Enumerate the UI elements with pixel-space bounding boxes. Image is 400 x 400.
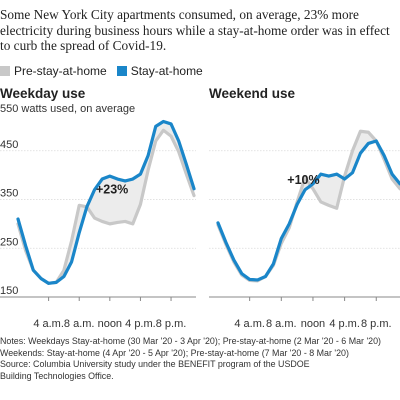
weekday-x-tick-label: 4 p.m. [125,318,156,330]
weekend-x-tick-label: noon [301,318,325,330]
weekend-x-tick-label: 8 p.m. [361,318,392,330]
weekend-stay-at-home-line [216,139,400,282]
y-axis-unit-label: 550 watts used, on average [0,103,136,115]
notes: Notes: Weekdays Stay-at-home (30 Mar '20… [0,336,381,382]
legend-label-pre: Pre-stay-at-home [14,64,107,78]
y-tick-label: 350 [0,188,18,200]
weekday-panel-title: Weekday use [0,86,86,101]
legend-item-stay: Stay-at-home [116,64,203,78]
source-line-2: Building Technologies Office. [0,370,114,381]
weekend-difference-area [218,131,400,281]
weekday-x-tick-label: 4 a.m. [33,318,64,330]
headline: Some New York City apartments consumed, … [0,7,390,53]
y-tick-label: 250 [0,236,18,248]
weekend-x-tick-label: 4 a.m. [234,318,265,330]
weekday-x-tick-label: 8 a.m. [64,318,95,330]
weekend-panel-title: Weekend use [209,86,296,101]
weekday-x-tick-label: noon [98,318,122,330]
weekday-difference-area [18,121,194,284]
note-line-1: Notes: Weekdays Stay-at-home (30 Mar '20… [0,336,381,346]
source-line-1: Source: Columbia University study under … [0,359,310,370]
note-line-2: Weekends: Stay-at-home (4 Apr '20 - 5 Ap… [0,347,349,358]
legend-item-pre: Pre-stay-at-home [0,64,107,78]
y-tick-label: 150 [0,285,18,297]
weekday-stay-at-home-line [16,119,196,285]
weekend-x-tick-label: 8 a.m. [266,318,297,330]
weekday-x-tick-label: 8 p.m. [156,318,187,330]
legend: Pre-stay-at-home Stay-at-home [0,64,213,78]
weekday-annotation: +23% [96,183,128,197]
weekend-x-tick-label: 4 p.m. [329,318,360,330]
weekend-pre-stay-at-home-line [216,129,400,283]
legend-label-stay: Stay-at-home [130,64,203,78]
legend-swatch-pre [0,66,10,76]
y-tick-label: 450 [0,139,18,151]
weekend-annotation: +10% [287,173,319,187]
legend-swatch-stay [116,66,127,76]
